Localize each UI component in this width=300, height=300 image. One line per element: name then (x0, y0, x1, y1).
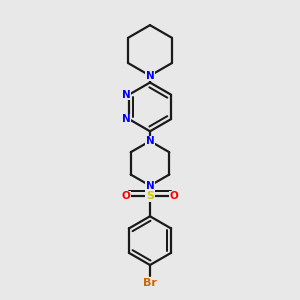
Text: N: N (146, 136, 154, 146)
Text: N: N (146, 181, 154, 191)
Text: N: N (122, 114, 131, 124)
Text: O: O (121, 191, 130, 201)
Text: N: N (122, 90, 131, 100)
Text: Br: Br (143, 278, 157, 288)
Text: S: S (146, 191, 154, 201)
Text: N: N (146, 71, 154, 81)
Text: O: O (170, 191, 179, 201)
